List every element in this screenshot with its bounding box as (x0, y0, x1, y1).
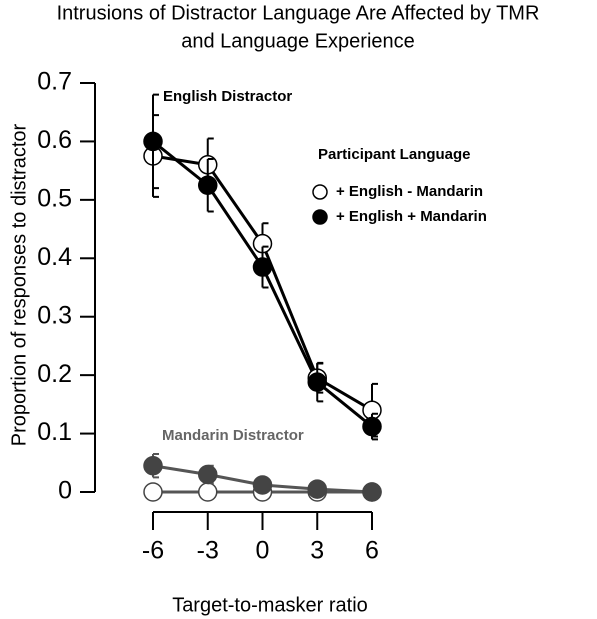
chart-title: and Language Experience (181, 30, 415, 52)
x-tick-label: 3 (310, 537, 324, 565)
x-tick-label: -3 (197, 537, 219, 565)
data-point (252, 475, 273, 495)
data-point (307, 372, 327, 392)
data-point (198, 482, 218, 502)
y-tick-label: 0.3 (37, 301, 72, 329)
data-point (198, 175, 218, 195)
data-point (143, 131, 163, 152)
legend-label: + English + Mandarin (336, 208, 487, 225)
y-tick-label: 0.7 (37, 68, 72, 96)
group-label: Mandarin Distractor (162, 427, 304, 444)
y-tick-label: 0.2 (37, 360, 72, 388)
y-tick-label: 0.4 (37, 243, 72, 271)
y-tick-label: 0.5 (37, 184, 72, 212)
data-point (252, 257, 273, 277)
group-label: English Distractor (163, 88, 292, 105)
x-tick-label: 0 (256, 537, 270, 565)
legend-marker (312, 209, 328, 225)
data-point (307, 479, 327, 499)
x-tick-label: -6 (142, 537, 164, 565)
legend-marker (312, 184, 328, 200)
data-point (143, 455, 163, 476)
y-tick-label: 0.1 (37, 418, 72, 446)
legend-label: + English - Mandarin (336, 183, 483, 200)
data-point (198, 464, 218, 485)
x-tick-label: 6 (365, 537, 379, 565)
y-axis-label: Proportion of responses to distractor (8, 123, 30, 446)
data-point (143, 482, 163, 502)
y-tick-label: 0.6 (37, 126, 72, 154)
chart-title: Intrusions of Distractor Language Are Af… (57, 2, 540, 24)
y-tick-label: 0 (58, 477, 72, 505)
data-point (362, 416, 382, 437)
x-axis-label: Target-to-masker ratio (172, 594, 368, 616)
legend-title: Participant Language (318, 146, 471, 163)
data-point (362, 482, 382, 502)
